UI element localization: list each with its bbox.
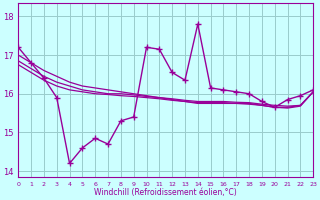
X-axis label: Windchill (Refroidissement éolien,°C): Windchill (Refroidissement éolien,°C) bbox=[94, 188, 237, 197]
